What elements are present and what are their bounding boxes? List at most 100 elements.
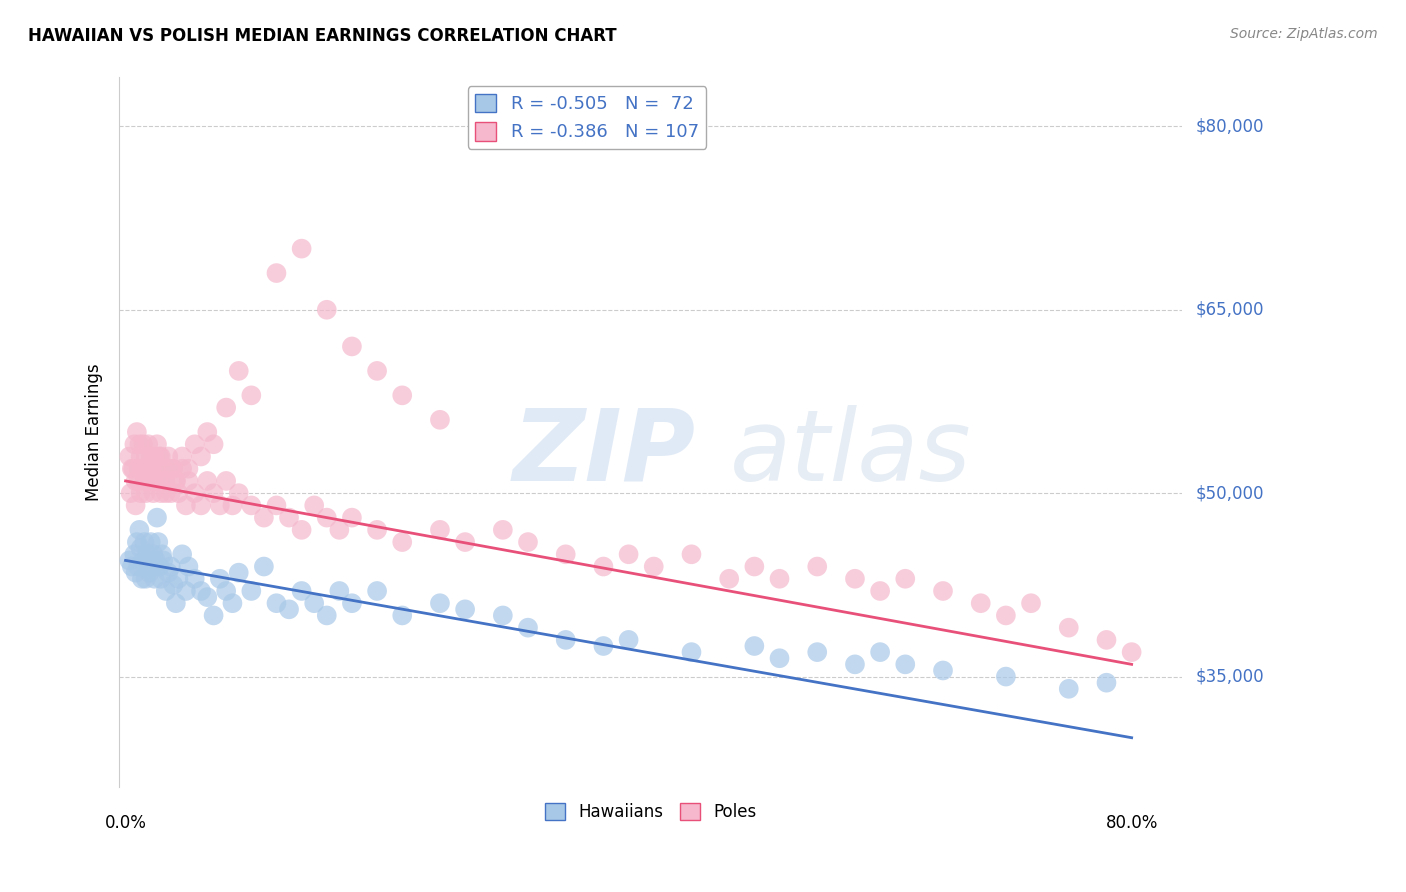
Point <box>291 523 314 537</box>
Point <box>994 669 1017 683</box>
Point <box>1095 632 1118 647</box>
Point <box>124 547 146 561</box>
Point <box>315 510 337 524</box>
Point <box>592 559 614 574</box>
Point <box>150 547 173 561</box>
Point <box>744 639 766 653</box>
Point <box>429 596 451 610</box>
Point <box>138 566 160 580</box>
Point <box>744 559 766 574</box>
Point <box>142 474 165 488</box>
Point <box>202 608 225 623</box>
Point <box>932 664 955 678</box>
Point <box>135 572 157 586</box>
Point <box>134 474 156 488</box>
Point <box>806 645 828 659</box>
Point <box>167 486 190 500</box>
Point <box>643 559 665 574</box>
Point <box>190 450 212 464</box>
Point <box>174 584 197 599</box>
Text: Source: ZipAtlas.com: Source: ZipAtlas.com <box>1230 27 1378 41</box>
Point <box>135 450 157 464</box>
Point <box>125 535 148 549</box>
Point <box>228 364 250 378</box>
Point <box>143 450 166 464</box>
Point <box>215 401 238 415</box>
Y-axis label: Median Earnings: Median Earnings <box>86 363 103 500</box>
Point <box>894 572 917 586</box>
Point <box>124 566 146 580</box>
Text: $65,000: $65,000 <box>1197 301 1264 318</box>
Point <box>132 461 155 475</box>
Point <box>894 657 917 672</box>
Point <box>148 450 170 464</box>
Point <box>718 572 741 586</box>
Point <box>145 461 167 475</box>
Point <box>492 608 515 623</box>
Point <box>135 486 157 500</box>
Point <box>340 510 363 524</box>
Point <box>291 584 314 599</box>
Point <box>136 474 159 488</box>
Point <box>429 523 451 537</box>
Point <box>131 461 153 475</box>
Point <box>148 559 170 574</box>
Point <box>328 584 350 599</box>
Point <box>172 547 194 561</box>
Point <box>266 596 288 610</box>
Point <box>1057 681 1080 696</box>
Point <box>517 621 540 635</box>
Point <box>454 602 477 616</box>
Point <box>190 584 212 599</box>
Point <box>266 499 288 513</box>
Point <box>129 486 152 500</box>
Point <box>124 474 146 488</box>
Point <box>240 584 263 599</box>
Point <box>121 559 143 574</box>
Point <box>165 474 187 488</box>
Text: $35,000: $35,000 <box>1197 667 1264 686</box>
Point <box>155 584 177 599</box>
Point <box>148 474 170 488</box>
Point <box>139 461 162 475</box>
Point <box>554 632 576 647</box>
Point <box>315 608 337 623</box>
Point <box>124 499 146 513</box>
Point <box>869 584 891 599</box>
Point <box>315 302 337 317</box>
Point <box>177 474 200 488</box>
Point <box>172 450 194 464</box>
Point <box>149 486 172 500</box>
Point <box>132 553 155 567</box>
Point <box>146 437 169 451</box>
Point <box>141 559 163 574</box>
Point <box>768 651 790 665</box>
Point <box>681 645 703 659</box>
Point <box>127 461 149 475</box>
Point <box>125 425 148 439</box>
Text: ZIP: ZIP <box>512 405 696 502</box>
Point <box>157 566 180 580</box>
Point <box>202 486 225 500</box>
Point <box>172 461 194 475</box>
Point <box>970 596 993 610</box>
Point <box>134 535 156 549</box>
Point <box>146 474 169 488</box>
Point <box>844 572 866 586</box>
Point <box>128 523 150 537</box>
Text: $80,000: $80,000 <box>1197 118 1264 136</box>
Point <box>366 364 388 378</box>
Point <box>174 499 197 513</box>
Point <box>152 553 174 567</box>
Point <box>162 461 184 475</box>
Point <box>165 474 187 488</box>
Point <box>157 450 180 464</box>
Point <box>391 535 413 549</box>
Point <box>228 566 250 580</box>
Point <box>932 584 955 599</box>
Point <box>167 572 190 586</box>
Point <box>1121 645 1143 659</box>
Point <box>617 632 640 647</box>
Point <box>240 499 263 513</box>
Point <box>429 413 451 427</box>
